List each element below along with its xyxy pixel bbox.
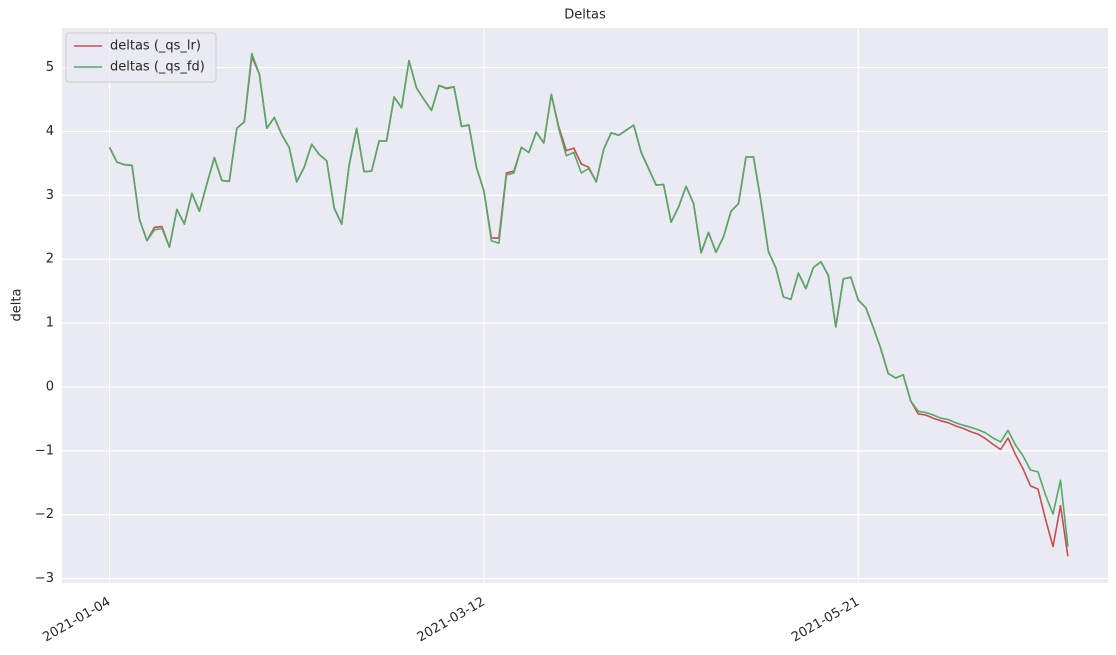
y-tick-label: 4 [46, 124, 54, 139]
x-tick-label: 2021-05-21 [789, 595, 862, 646]
y-tick-label: 5 [46, 60, 54, 75]
plot-area [62, 28, 1108, 583]
legend-label: deltas (_qs_lr) [110, 39, 201, 54]
y-tick-label: 1 [46, 316, 54, 331]
line-series [108, 52, 1069, 547]
grid [62, 28, 1108, 583]
x-tick-label: 2021-01-04 [40, 595, 113, 646]
y-tick-label: 2 [46, 252, 54, 267]
y-tick-label: 3 [46, 188, 54, 203]
legend-label: deltas (_qs_fd) [110, 60, 205, 75]
y-tick-label: −1 [35, 443, 54, 458]
legend-box [65, 32, 217, 83]
x-tick-label: 2021-03-12 [415, 595, 488, 646]
y-tick-label: −3 [35, 571, 54, 586]
chart-title: Deltas [564, 8, 606, 23]
y-axis-label: delta [10, 289, 25, 322]
y-tick-label: 0 [46, 379, 54, 394]
y-tick-label: −2 [35, 507, 54, 522]
